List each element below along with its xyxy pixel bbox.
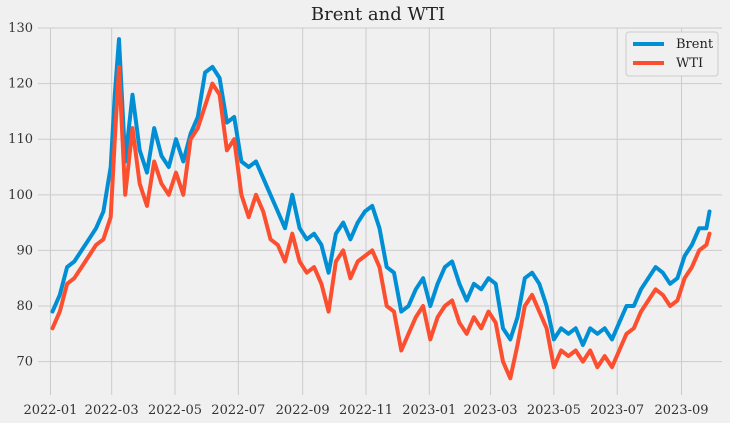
- x-axis: 2022-01 2022-03 2022-05 2022-07 2022-09 2022-…: [23, 403, 708, 418]
- y-tick-label: 120: [8, 77, 33, 92]
- legend: Brent WTI: [625, 31, 719, 77]
- y-axis: 70 80 90 100 110 120 130: [8, 21, 33, 370]
- x-tick-label: 2022-05: [148, 403, 202, 418]
- y-tick-label: 110: [8, 132, 33, 147]
- series-line-brent: [50, 37, 712, 347]
- grid: [38, 27, 722, 395]
- x-tick-label: 2023-01: [402, 403, 456, 418]
- x-tick-label: 2023-07: [590, 403, 644, 418]
- x-tick-label: 2023-05: [527, 403, 581, 418]
- x-tick-label: 2022-07: [211, 403, 265, 418]
- series-lines: [50, 37, 712, 381]
- x-tick-label: 2022-09: [276, 403, 330, 418]
- y-tick-label: 130: [8, 21, 33, 36]
- y-tick-label: 80: [16, 299, 33, 314]
- chart-title: Brent and WTI: [311, 4, 445, 25]
- y-tick-label: 90: [16, 243, 33, 258]
- y-tick-label: 100: [8, 188, 33, 203]
- series-line-wti: [50, 64, 712, 381]
- y-tick-label: 70: [16, 355, 33, 370]
- x-tick-label: 2023-09: [655, 403, 709, 418]
- x-tick-label: 2022-03: [85, 403, 139, 418]
- x-tick-label: 2022-11: [339, 403, 393, 418]
- legend-label-brent: Brent: [676, 37, 714, 52]
- x-tick-label: 2022-01: [23, 403, 77, 418]
- legend-label-wti: WTI: [676, 56, 703, 71]
- x-tick-label: 2023-03: [464, 403, 518, 418]
